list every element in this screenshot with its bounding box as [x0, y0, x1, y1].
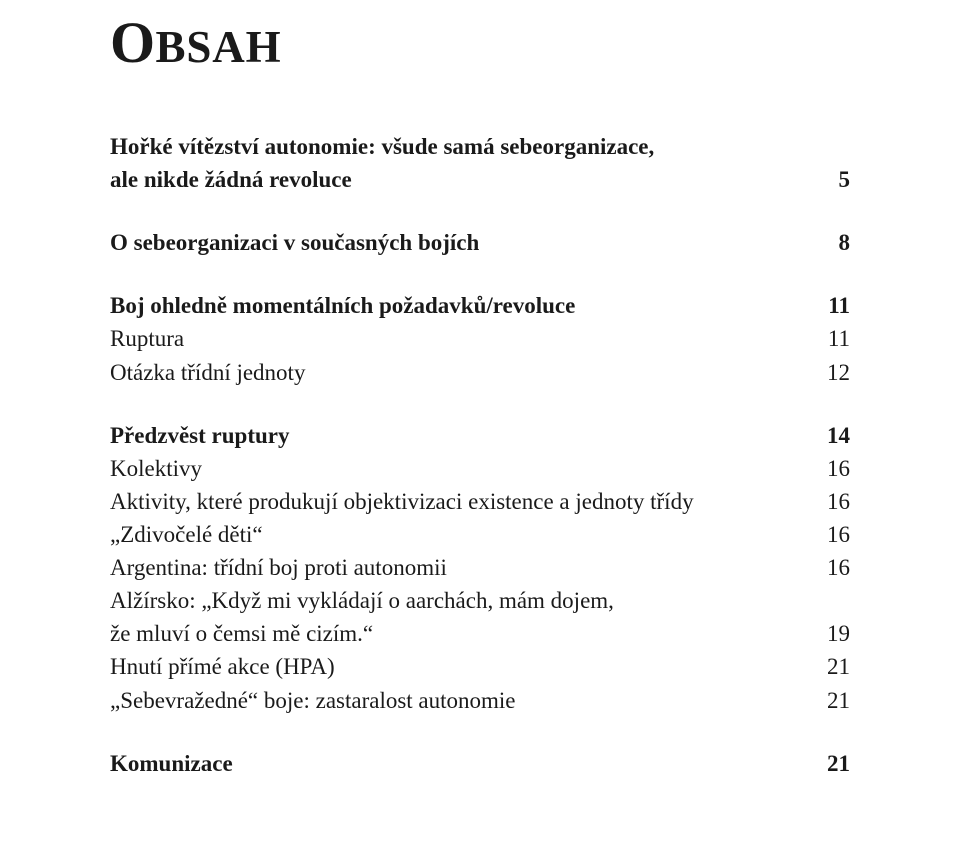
toc-entry-label: Aktivity, které produkují objektivizaci …: [110, 485, 818, 518]
toc-entry-page: 21: [818, 747, 850, 780]
toc-entry: Ruptura 11: [110, 322, 850, 355]
toc-entry: „Sebevražedné“ boje: zastaralost autonom…: [110, 684, 850, 717]
heading-initial-cap: O: [110, 10, 155, 75]
toc-entry: Předzvěst ruptury 14: [110, 419, 850, 452]
toc-entry-page: 21: [818, 650, 850, 683]
toc-entry-label: Otázka třídní jednoty: [110, 356, 818, 389]
toc-entry-page: 5: [818, 163, 850, 196]
toc-entry: Kolektivy 16: [110, 452, 850, 485]
toc-entry: Alžírsko: „Když mi vykládají o aarchách,…: [110, 584, 850, 617]
toc-entry-label: Komunizace: [110, 747, 818, 780]
toc-entry-page: 14: [818, 419, 850, 452]
toc-group: Boj ohledně momentálních požadavků/revol…: [110, 289, 850, 388]
toc-entry-label: Alžírsko: „Když mi vykládají o aarchách,…: [110, 584, 818, 617]
toc-group: O sebeorganizaci v současných bojích 8: [110, 226, 850, 259]
toc-entry-page: 16: [818, 485, 850, 518]
toc-entry: Argentina: třídní boj proti autonomii 16: [110, 551, 850, 584]
toc-entry: Boj ohledně momentálních požadavků/revol…: [110, 289, 850, 322]
toc-entry-page: 16: [818, 518, 850, 551]
toc-entry: Komunizace 21: [110, 747, 850, 780]
table-of-contents: Hořké vítězství autonomie: všude samá se…: [110, 130, 850, 780]
heading-rest: BSAH: [155, 22, 281, 72]
toc-entry-label: Argentina: třídní boj proti autonomii: [110, 551, 818, 584]
toc-entry-page: 8: [818, 226, 850, 259]
toc-group: Komunizace 21: [110, 747, 850, 780]
toc-entry-label: „Zdivočelé děti“: [110, 518, 818, 551]
toc-entry: O sebeorganizaci v současných bojích 8: [110, 226, 850, 259]
toc-entry-label: „Sebevražedné“ boje: zastaralost autonom…: [110, 684, 818, 717]
toc-entry-page: 11: [818, 322, 850, 355]
toc-entry: Aktivity, které produkují objektivizaci …: [110, 485, 850, 518]
toc-entry-page: 19: [818, 617, 850, 650]
toc-entry-label: Hořké vítězství autonomie: všude samá se…: [110, 130, 818, 163]
toc-entry: Hořké vítězství autonomie: všude samá se…: [110, 130, 850, 163]
toc-group: Předzvěst ruptury 14 Kolektivy 16 Aktivi…: [110, 419, 850, 717]
toc-entry-page: 21: [818, 684, 850, 717]
page-title: OBSAH: [110, 14, 850, 72]
toc-entry-label: Hnutí přímé akce (HPA): [110, 650, 818, 683]
toc-entry-page: 12: [818, 356, 850, 389]
toc-entry: Hnutí přímé akce (HPA) 21: [110, 650, 850, 683]
toc-entry-label: Boj ohledně momentálních požadavků/revol…: [110, 289, 818, 322]
toc-group: Hořké vítězství autonomie: všude samá se…: [110, 130, 850, 196]
toc-entry-page: 11: [818, 289, 850, 322]
toc-entry: „Zdivočelé děti“ 16: [110, 518, 850, 551]
toc-entry: že mluví o čemsi mě cizím.“ 19: [110, 617, 850, 650]
toc-entry-label: O sebeorganizaci v současných bojích: [110, 226, 818, 259]
toc-entry-label: že mluví o čemsi mě cizím.“: [110, 617, 818, 650]
toc-entry: Otázka třídní jednoty 12: [110, 356, 850, 389]
toc-entry-label: Ruptura: [110, 322, 818, 355]
toc-entry: ale nikde žádná revoluce 5: [110, 163, 850, 196]
toc-entry-label: Kolektivy: [110, 452, 818, 485]
toc-entry-label: Předzvěst ruptury: [110, 419, 818, 452]
toc-entry-page: 16: [818, 452, 850, 485]
toc-entry-label: ale nikde žádná revoluce: [110, 163, 818, 196]
toc-entry-page: 16: [818, 551, 850, 584]
